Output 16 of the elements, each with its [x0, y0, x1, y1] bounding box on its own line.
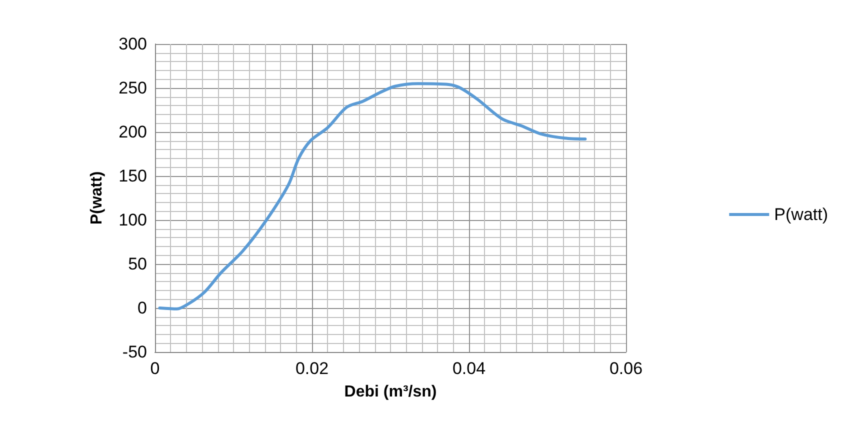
y-tick-label: 200: [118, 122, 147, 142]
y-tick-label: 250: [118, 78, 147, 98]
line-series: [158, 82, 587, 310]
x-tick-label: 0.02: [295, 359, 329, 378]
y-tick-label: 50: [128, 254, 147, 274]
y-tick-label: 300: [118, 34, 147, 54]
x-tick-label: 0.06: [609, 359, 643, 378]
x-axis-title: Debi (m³/sn): [344, 384, 437, 400]
y-tick-label: 0: [138, 298, 147, 318]
x-tick-label: 0: [150, 359, 160, 378]
x-tick-label: 0.04: [452, 359, 486, 378]
y-tick-label: 100: [118, 210, 147, 230]
y-axis-title: P(watt): [88, 171, 106, 225]
y-tick-label: 150: [118, 166, 147, 186]
y-tick-label: -50: [122, 342, 147, 362]
legend-label: P(watt): [774, 205, 828, 224]
